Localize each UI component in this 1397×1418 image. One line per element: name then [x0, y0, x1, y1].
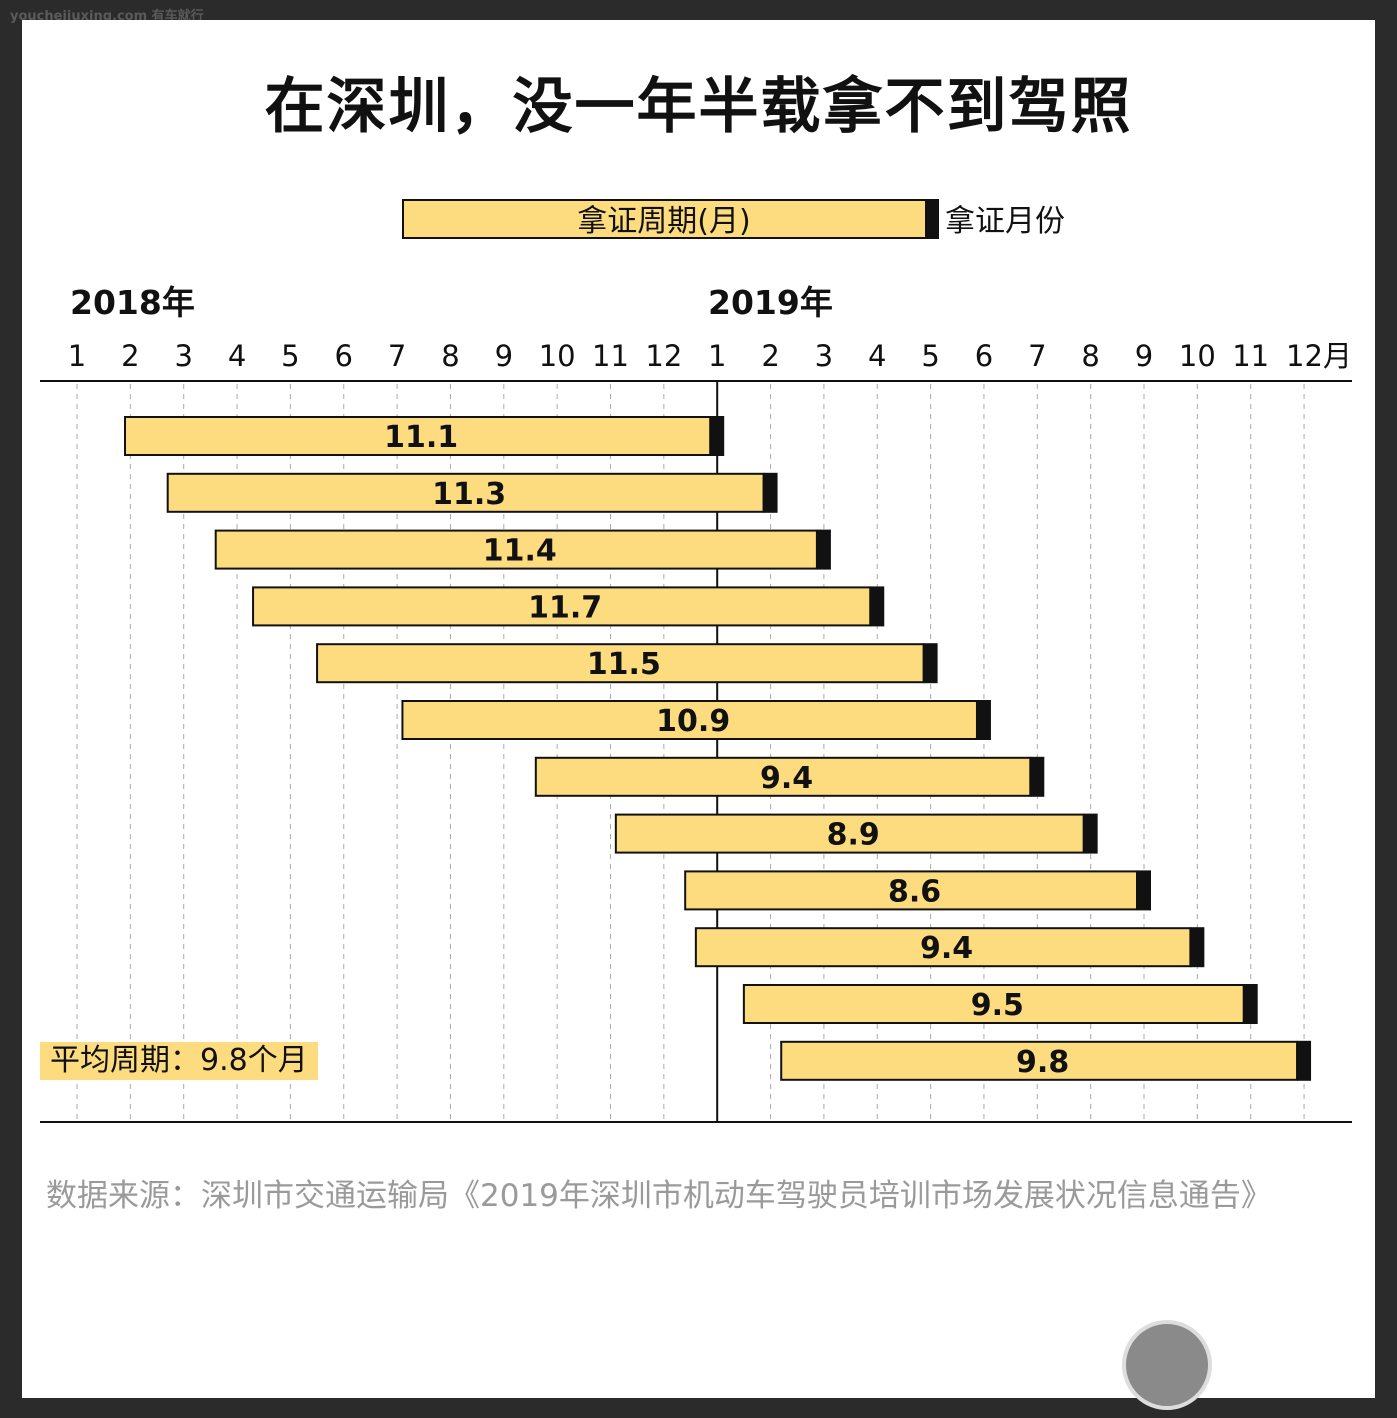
end-month-cap [710, 416, 725, 456]
x-tick-label: 6 [975, 339, 993, 373]
end-month-cap [1083, 813, 1098, 854]
bar-value-label: 8.6 [888, 874, 941, 909]
chart-title: 在深圳，没一年半载拿不到驾照 [264, 72, 1133, 142]
bar-value-label: 10.9 [656, 704, 730, 739]
x-tick-label: 12月 [1286, 339, 1352, 373]
x-tick-label: 8 [441, 339, 459, 373]
bar-value-label: 11.5 [587, 647, 661, 682]
end-month-cap [870, 586, 885, 627]
end-month-cap [923, 643, 938, 684]
x-tick-label: 5 [281, 339, 299, 373]
x-tick-label: 4 [868, 339, 886, 373]
end-month-cap [763, 472, 778, 513]
bar-value-label: 9.5 [971, 988, 1024, 1023]
average-label: 平均周期：9.8个月 [40, 1042, 318, 1080]
x-tick-label: 1 [68, 339, 86, 373]
duration-bar [780, 1040, 1299, 1081]
bar-value-label: 8.9 [827, 818, 880, 853]
x-tick-label: 10 [1179, 339, 1216, 373]
legend-cap-label: 拿证月份 [945, 204, 1065, 239]
x-tick-label: 1 [708, 339, 726, 373]
year-label-2018: 2018年 [70, 283, 195, 322]
x-tick-label: 3 [174, 339, 192, 373]
x-tick-label: 3 [815, 339, 833, 373]
end-month-cap [1297, 1040, 1312, 1081]
x-tick-label: 5 [921, 339, 939, 373]
duration-bar [684, 870, 1138, 911]
end-month-cap [1190, 927, 1205, 968]
x-tick-label: 2 [121, 339, 139, 373]
bar-value-label: 11.3 [432, 477, 506, 512]
source-note: 数据来源：深圳市交通运输局《2019年深圳市机动车驾驶员培训市场发展状况信息通告… [46, 1178, 1272, 1214]
bar-value-label: 11.1 [384, 420, 458, 455]
x-tick-label: 6 [335, 339, 353, 373]
x-tick-label: 2 [761, 339, 779, 373]
x-tick-label: 11 [592, 339, 629, 373]
bar-value-label: 9.4 [920, 931, 973, 966]
x-tick-label: 9 [495, 339, 513, 373]
x-tick-label: 10 [539, 339, 576, 373]
x-tick-label: 7 [388, 339, 406, 373]
bar-value-label: 11.7 [528, 590, 602, 625]
bar-value-label: 9.8 [1016, 1045, 1069, 1080]
end-month-cap [1030, 756, 1045, 797]
end-month-cap [816, 529, 831, 570]
end-month-cap [976, 700, 991, 740]
x-tick-label: 8 [1081, 339, 1099, 373]
x-tick-label: 11 [1232, 339, 1269, 373]
x-tick-label: 12 [645, 339, 682, 373]
gear-shift-logo [1122, 1320, 1212, 1410]
x-tick-label: 4 [228, 339, 246, 373]
end-month-cap [1137, 870, 1151, 911]
legend-cap [926, 199, 939, 239]
x-tick-label: 9 [1135, 339, 1153, 373]
bar-value-label: 9.4 [760, 761, 813, 796]
end-month-cap [1243, 984, 1258, 1024]
legend-bar-label: 拿证周期(月) [577, 204, 750, 239]
year-label-2019: 2019年 [708, 283, 833, 322]
x-tick-label: 7 [1028, 339, 1046, 373]
bar-value-label: 11.4 [483, 534, 557, 569]
